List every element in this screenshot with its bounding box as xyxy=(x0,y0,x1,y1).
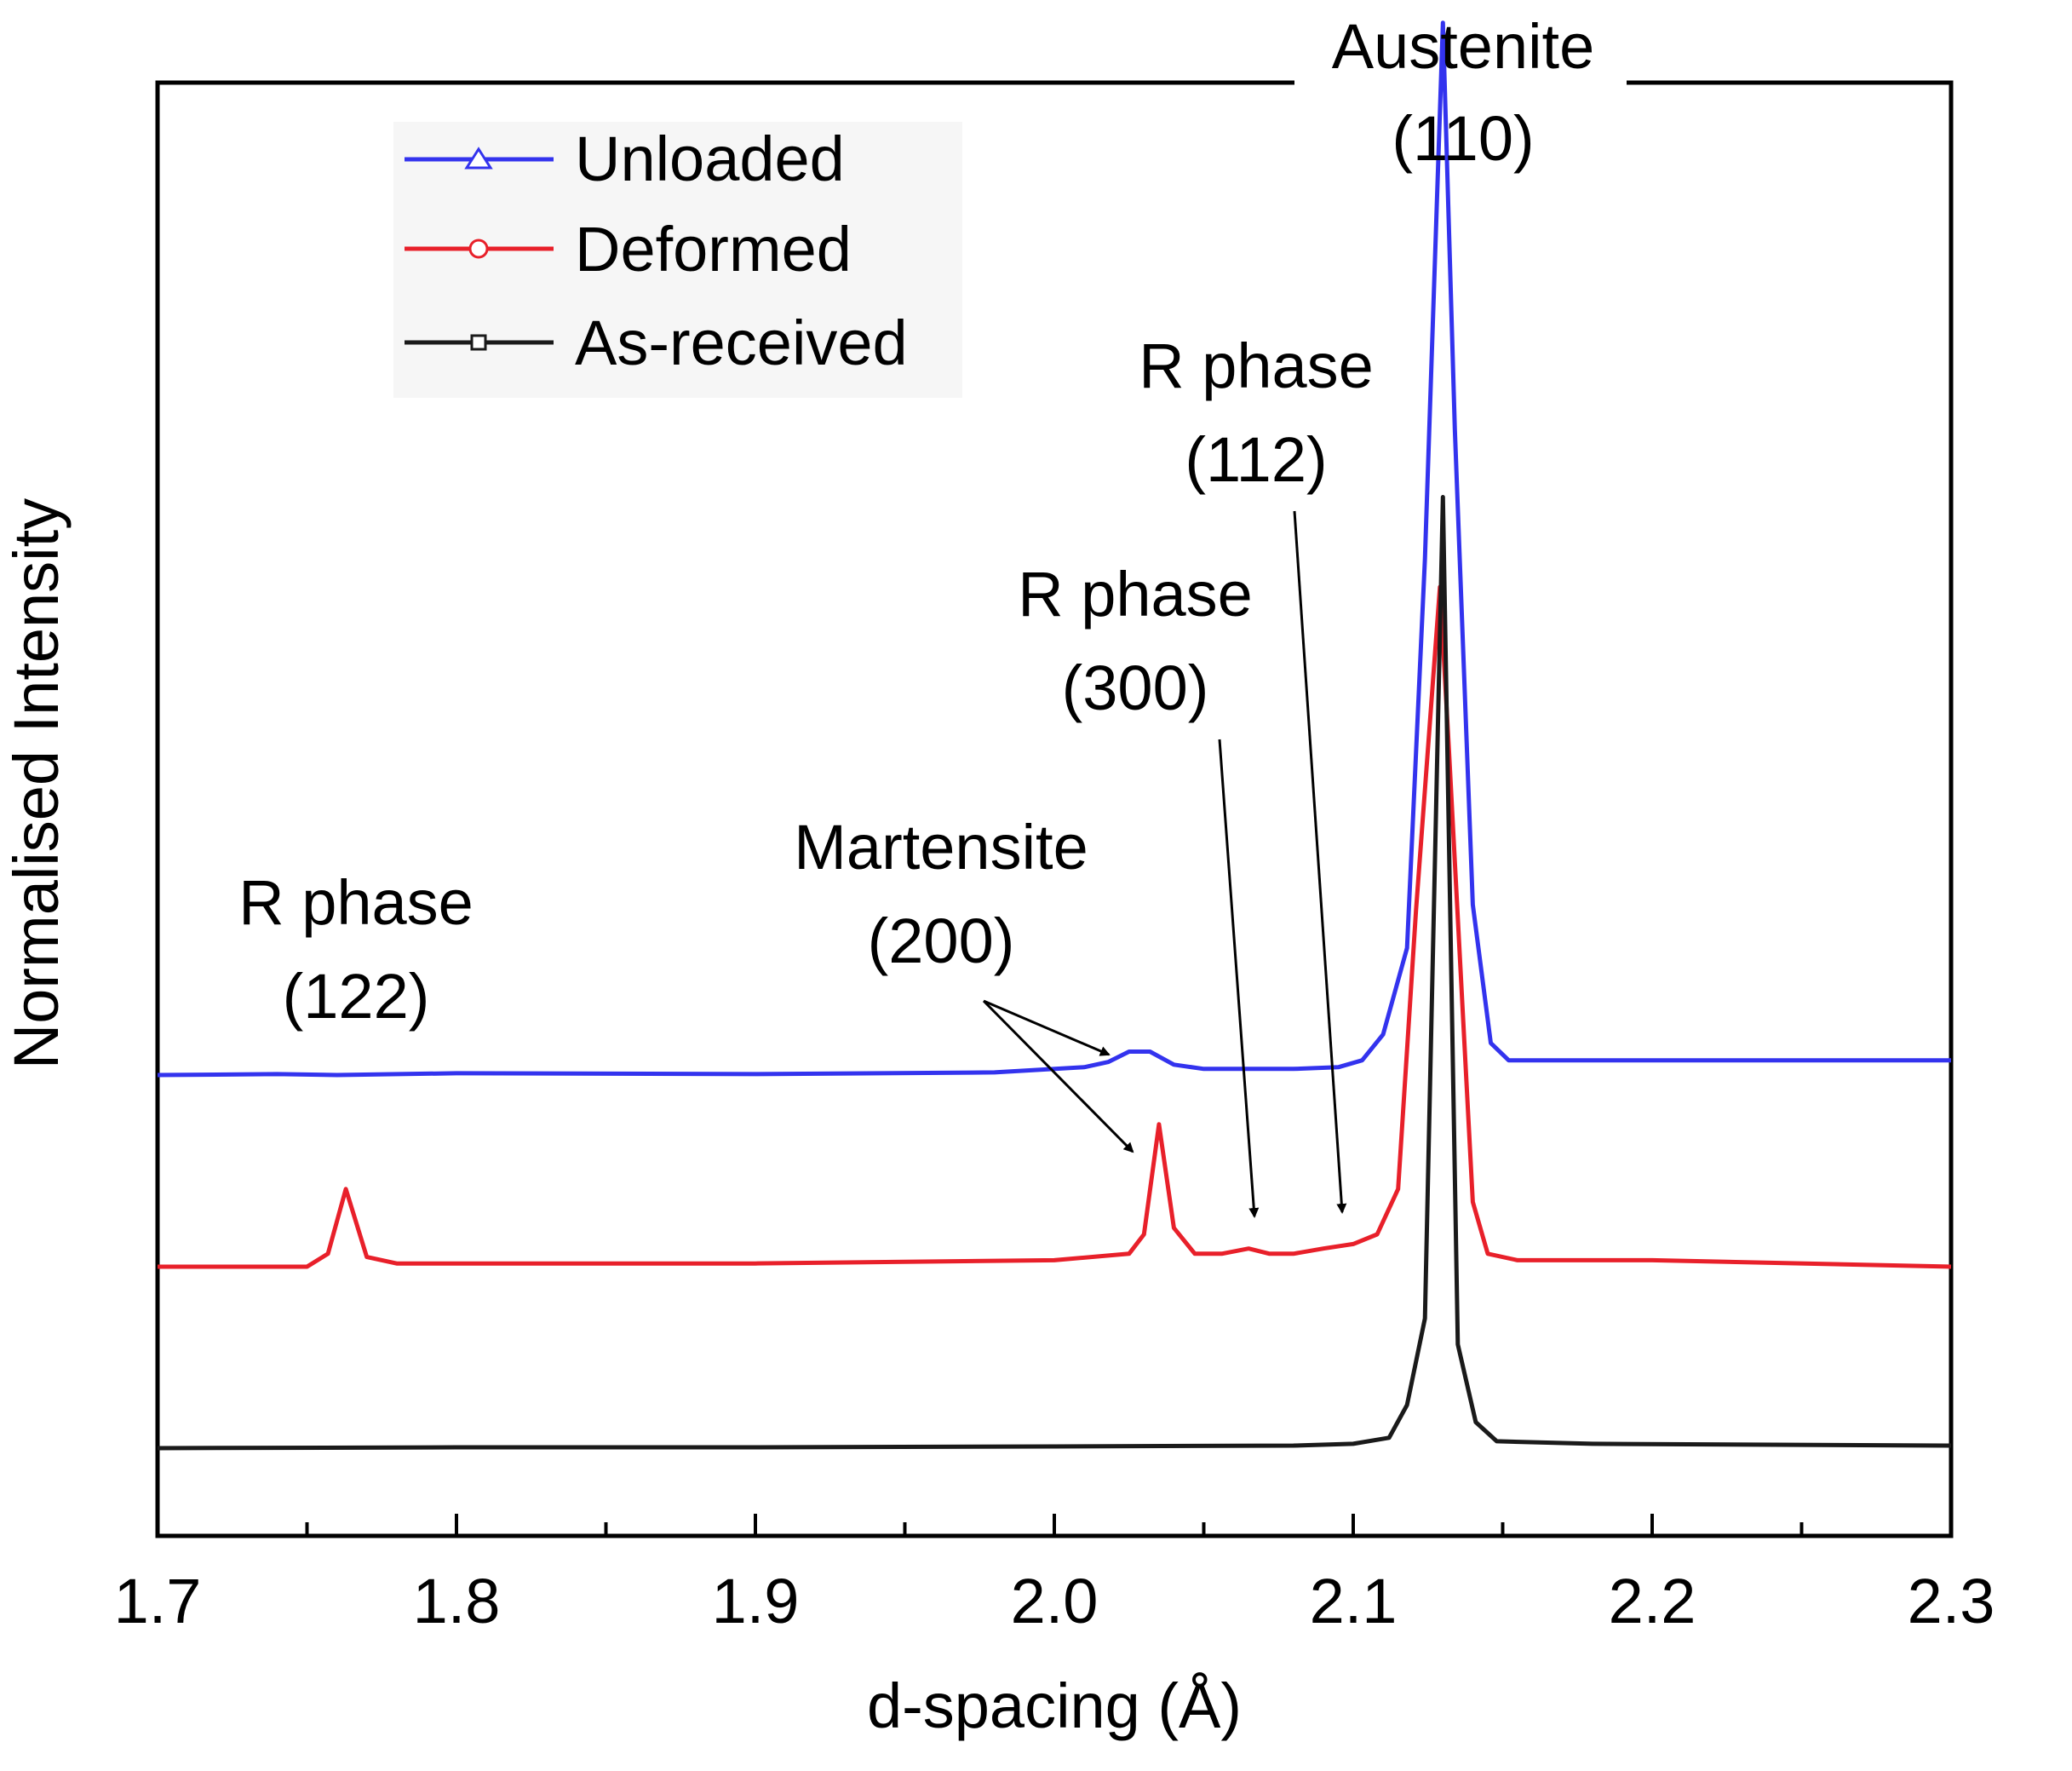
title-gap xyxy=(1294,72,1627,94)
annotations: Austenite (110) R phase (112) R phase (3… xyxy=(238,11,1594,1032)
annotation-austenite-name: Austenite xyxy=(1332,11,1595,82)
legend-label-as-received: As-received xyxy=(575,308,908,378)
x-tick-label: 1.8 xyxy=(413,1566,501,1636)
annotation-r122-name: R phase xyxy=(238,867,474,938)
arrow-martensite-unloaded xyxy=(983,999,1111,1056)
square-marker-icon xyxy=(470,334,487,351)
triangle-marker-icon xyxy=(464,147,493,170)
y-axis-title: Normalised Intensity xyxy=(1,498,72,1069)
x-axis-ticks xyxy=(156,1514,1953,1536)
annotation-martensite-name: Martensite xyxy=(794,812,1088,883)
annotation-austenite-index: (110) xyxy=(1392,103,1534,174)
series-layer xyxy=(157,20,1952,1451)
annotation-r122-index: (122) xyxy=(283,961,430,1032)
series-line-unloaded xyxy=(157,20,1951,1078)
x-tick-label: 2.0 xyxy=(1011,1566,1099,1636)
annotation-arrows xyxy=(982,510,1347,1218)
x-tick-label: 1.9 xyxy=(712,1566,800,1636)
arrow-martensite-deformed xyxy=(982,999,1134,1153)
annotation-r112-index: (112) xyxy=(1185,424,1327,495)
arrow-r300 xyxy=(1218,739,1260,1218)
series-line-deformed xyxy=(158,584,1952,1269)
arrow-r112 xyxy=(1293,510,1347,1214)
circle-marker-icon xyxy=(468,239,489,259)
annotation-martensite-index: (200) xyxy=(868,906,1015,976)
annotation-r112-name: R phase xyxy=(1139,331,1374,401)
legend-label-deformed: Deformed xyxy=(575,214,852,285)
x-tick-label: 2.2 xyxy=(1609,1566,1696,1636)
legend-label-unloaded: Unloaded xyxy=(575,124,845,194)
legend: Unloaded Deformed As-received xyxy=(393,122,962,398)
x-tick-label: 2.1 xyxy=(1310,1566,1398,1636)
x-tick-label: 1.7 xyxy=(114,1566,202,1636)
annotation-r300-name: R phase xyxy=(1018,559,1253,630)
x-axis-tick-labels: 1.7 1.8 1.9 2.0 2.1 2.2 2.3 xyxy=(114,1566,1995,1636)
series-line-as-received xyxy=(157,495,1952,1451)
annotation-r300-index: (300) xyxy=(1062,653,1209,723)
x-tick-label: 2.3 xyxy=(1908,1566,1995,1636)
x-axis-title: d-spacing (Å) xyxy=(867,1670,1242,1741)
